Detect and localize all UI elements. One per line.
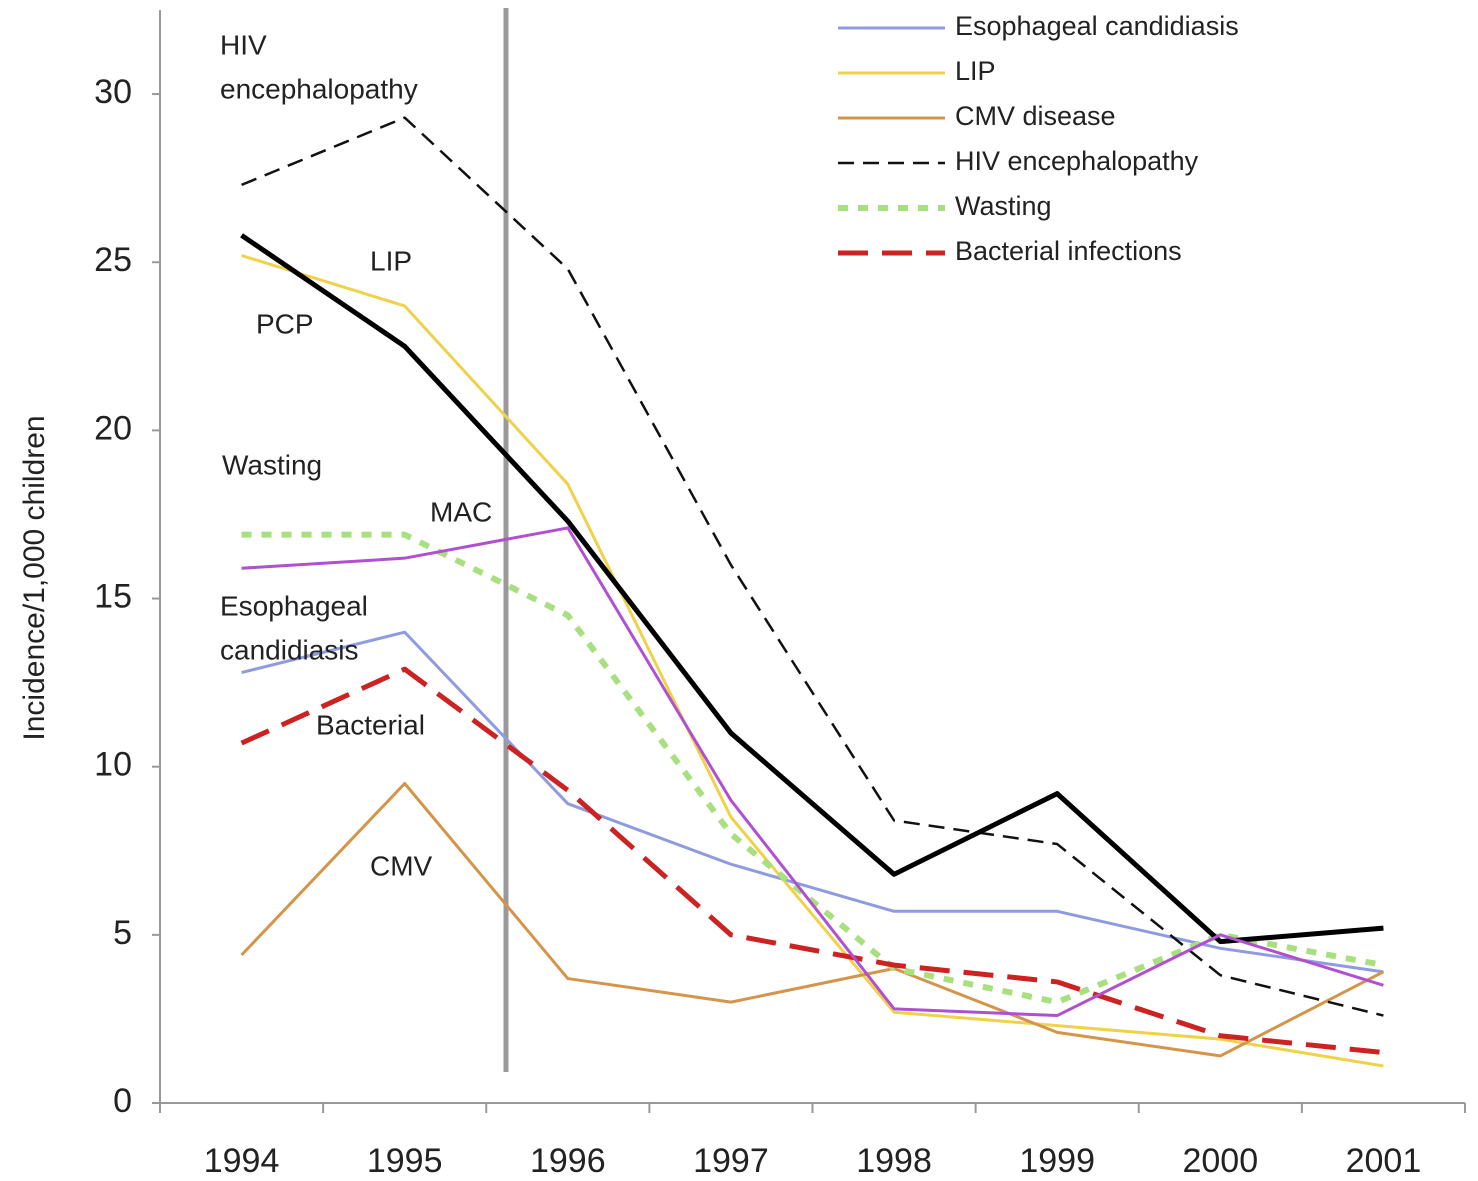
series-line — [241, 526, 1384, 1018]
annotation: LIP — [370, 245, 412, 276]
annotation: encephalopathy — [220, 73, 418, 104]
x-tick-label: 1997 — [693, 1142, 769, 1180]
x-tick-label: 1995 — [367, 1142, 443, 1180]
y-tick-label: 20 — [94, 409, 132, 447]
series-line — [240, 666, 1384, 1056]
y-tick-label: 30 — [94, 73, 132, 111]
y-tick-label: 10 — [94, 746, 132, 784]
annotation: Wasting — [222, 449, 322, 480]
annotation: candidiasis — [220, 634, 359, 665]
y-tick-label: 0 — [113, 1082, 132, 1120]
series-line — [240, 782, 1385, 1058]
legend-label: Wasting — [955, 191, 1052, 221]
x-tick-label: 2000 — [1182, 1142, 1258, 1180]
series-line — [240, 233, 1384, 945]
annotation: Bacterial — [316, 709, 425, 740]
y-tick-label: 5 — [113, 914, 132, 952]
x-tick-label: 1999 — [1019, 1142, 1095, 1180]
legend-label: HIV encephalopathy — [955, 146, 1199, 176]
y-tick-label: 25 — [94, 241, 132, 279]
series-line — [241, 254, 1384, 1068]
series-line — [241, 531, 1384, 1006]
legend-label: CMV disease — [955, 101, 1116, 131]
annotation: Esophageal — [220, 590, 368, 621]
annotation: HIV — [220, 29, 267, 60]
series-line — [241, 630, 1384, 974]
annotation: CMV — [370, 850, 433, 881]
series-annotation: MAC — [430, 496, 492, 527]
series-annotation: PCP — [256, 308, 314, 339]
x-tick-label: 2001 — [1346, 1142, 1422, 1180]
legend-label: Esophageal candidiasis — [955, 11, 1239, 41]
y-tick-label: 15 — [94, 578, 132, 616]
series-line — [241, 116, 1384, 1017]
x-tick-label: 1996 — [530, 1142, 606, 1180]
legend-label: Bacterial infections — [955, 236, 1182, 266]
x-tick-label: 1998 — [856, 1142, 932, 1180]
x-tick-label: 1994 — [204, 1142, 280, 1180]
y-axis-label: Incidence/1,000 children — [18, 415, 51, 740]
legend-label: LIP — [955, 56, 996, 86]
